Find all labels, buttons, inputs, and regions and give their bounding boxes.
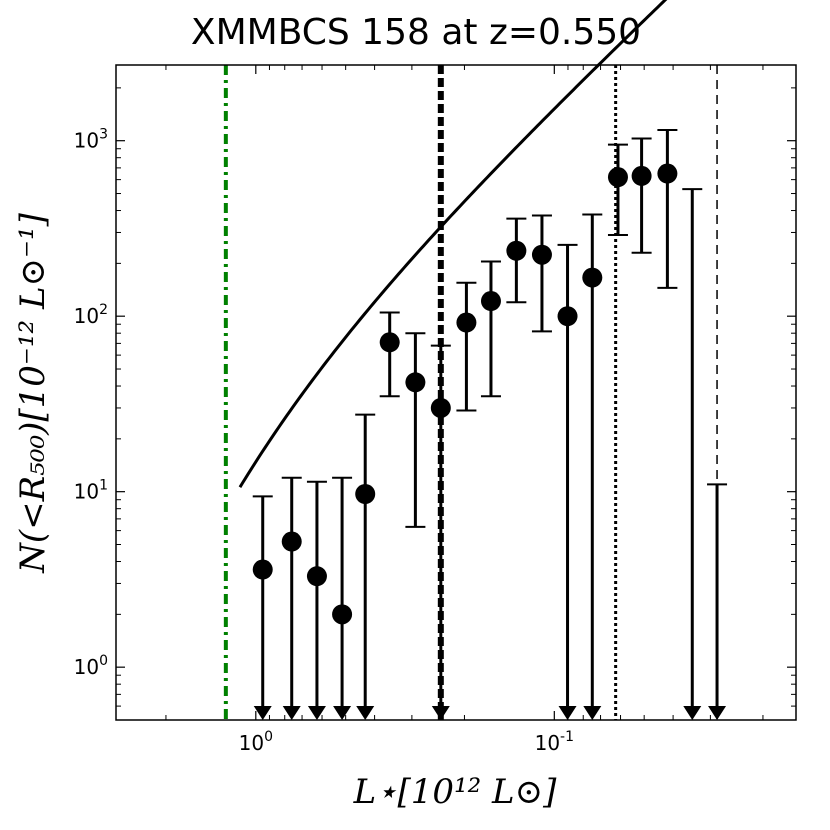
data-point-10	[506, 240, 527, 261]
limit-arrow-1	[708, 706, 727, 720]
y-axis-label: N(<R₅₀₀)[10⁻¹² L⊙⁻¹]	[13, 212, 53, 573]
data-point-1	[281, 531, 302, 552]
data-point-5	[379, 332, 400, 353]
data-point-16	[657, 163, 678, 184]
data-point-11	[531, 244, 552, 265]
data-point-13	[582, 267, 603, 288]
data-point-9	[480, 291, 501, 312]
data-point-6	[405, 372, 426, 393]
upper-limit-arrow-0	[253, 706, 272, 720]
upper-limit-arrow-12	[558, 706, 577, 720]
error-bars	[252, 129, 728, 720]
upper-limit-arrow-3	[333, 706, 352, 720]
chart-title: XMMBCS 158 at z=0.550	[191, 12, 641, 53]
data-point-15	[631, 165, 652, 186]
upper-limit-arrow-4	[356, 706, 375, 720]
y-tick-label-1: 101	[74, 478, 108, 504]
data-point-7	[430, 397, 451, 418]
data-point-3	[332, 604, 353, 625]
plot-frame	[115, 64, 797, 721]
data-point-14	[607, 167, 628, 188]
data-point-2	[306, 566, 327, 587]
limit-arrow-0	[683, 706, 702, 720]
axis-ticks: 100 10-1 100 101 102 103	[74, 65, 796, 755]
reference-lines	[223, 65, 718, 720]
data-point-4	[355, 484, 376, 505]
upper-limit-arrow-1	[282, 706, 301, 720]
fit-curve	[238, 0, 668, 488]
y-tick-label-3: 103	[74, 127, 108, 153]
upper-limit-arrow-13	[583, 706, 602, 720]
data-point-12	[557, 306, 578, 327]
x-tick-label-0: 100	[239, 729, 273, 755]
data-point-8	[456, 312, 477, 333]
y-tick-label-0: 100	[74, 653, 108, 679]
fit-curve-group	[238, 0, 668, 488]
x-axis-label: L⋆[10¹² L⊙]	[353, 772, 558, 812]
data-point-0	[252, 559, 273, 580]
upper-limit-arrow-7	[431, 706, 450, 720]
upper-limit-arrow-2	[307, 706, 326, 720]
data-points	[252, 163, 678, 625]
x-tick-label-1: 10-1	[535, 729, 574, 755]
y-tick-label-2: 102	[74, 302, 108, 328]
